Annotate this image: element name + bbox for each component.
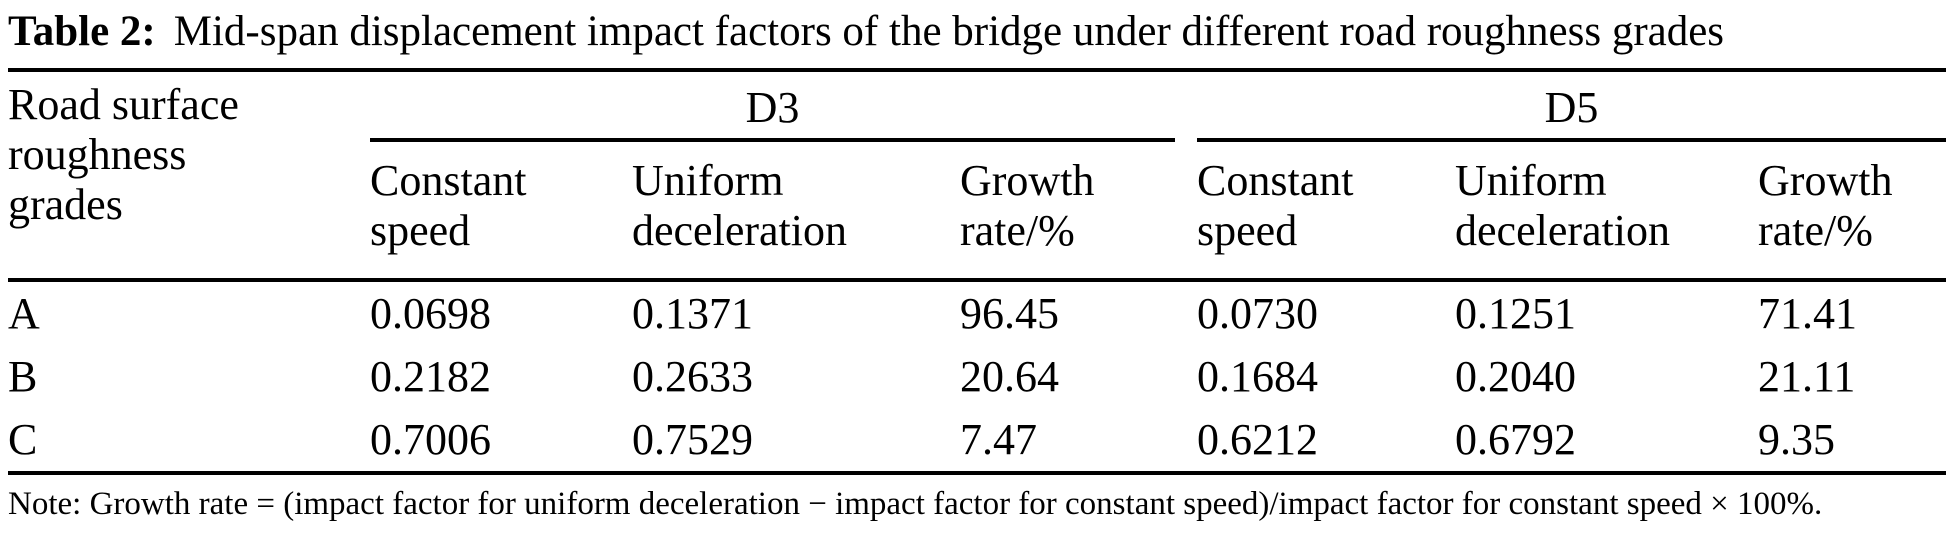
cell-d3-constant: 0.2182 — [370, 351, 491, 401]
group-header-d3-label: D3 — [370, 72, 1176, 142]
table-row-grade-a: A 0.0698 0.1371 96.45 0.0730 0.1251 71.4… — [8, 280, 1946, 345]
subheader-d3-uniform-deceleration: Uniform deceleration — [632, 155, 847, 255]
subheader-d5-growth-rate: Growth rate/% — [1758, 155, 1893, 255]
cell-d3-growth: 20.64 — [960, 351, 1059, 401]
group-header-d3: D3 — [370, 70, 1197, 142]
table-header: Road surface roughness grades D3 D5 Cons… — [8, 70, 1947, 280]
cell-d5-constant: 0.6212 — [1197, 414, 1319, 464]
table-body: A 0.0698 0.1371 96.45 0.0730 0.1251 71.4… — [8, 280, 1946, 473]
table-caption-text: Mid-span displacement impact factors of … — [173, 8, 1725, 55]
cell-grade: A — [8, 288, 40, 338]
group-header-row: Road surface roughness grades D3 D5 — [8, 70, 1947, 229]
sub-header-row: Constant speed Uniform deceleration Grow… — [8, 142, 1946, 280]
cell-d5-uniform: 0.6792 — [1455, 414, 1577, 464]
cell-d3-uniform: 0.7529 — [632, 414, 753, 464]
cell-d3-growth: 96.45 — [960, 288, 1059, 338]
subheader-d5-uniform-deceleration: Uniform deceleration — [1455, 155, 1671, 255]
cell-d5-uniform: 0.2040 — [1455, 351, 1577, 401]
subheader-d3-growth-rate: Growth rate/% — [960, 155, 1095, 255]
cell-d3-uniform: 0.2633 — [632, 351, 753, 401]
group-header-d5-label: D5 — [1197, 72, 1947, 142]
cell-d3-growth: 7.47 — [960, 414, 1037, 464]
cell-d3-constant: 0.7006 — [370, 414, 491, 464]
subheader-d3-constant-speed: Constant speed — [370, 155, 527, 255]
cell-d5-uniform: 0.1251 — [1455, 288, 1577, 338]
cell-grade: B — [8, 351, 38, 401]
subheader-d5-constant-speed: Constant speed — [1197, 155, 1354, 255]
table-note: Note: Growth rate = (impact factor for u… — [8, 485, 1823, 522]
cell-d5-growth: 21.11 — [1758, 351, 1856, 401]
cell-d5-growth: 71.41 — [1758, 288, 1858, 338]
table-caption: Table 2: Mid-span displacement impact fac… — [8, 6, 1946, 58]
table-caption-label: Table 2: — [8, 8, 156, 55]
cell-d3-uniform: 0.1371 — [632, 288, 753, 338]
cell-d5-constant: 0.1684 — [1197, 351, 1319, 401]
cell-d5-growth: 9.35 — [1758, 414, 1836, 464]
header-road-surface-roughness-grades: Road surface roughness grades — [8, 79, 239, 229]
cell-d3-constant: 0.0698 — [370, 288, 491, 338]
cell-grade: C — [8, 414, 38, 464]
cell-d5-constant: 0.0730 — [1197, 288, 1319, 338]
data-table: Road surface roughness grades D3 D5 Cons… — [8, 67, 1947, 475]
table-row-grade-b: B 0.2182 0.2633 20.64 0.1684 0.2040 21.1… — [8, 345, 1946, 408]
table-row-grade-c: C 0.7006 0.7529 7.47 0.6212 0.6792 9.35 — [8, 408, 1946, 473]
group-header-d5: D5 — [1197, 70, 1947, 142]
